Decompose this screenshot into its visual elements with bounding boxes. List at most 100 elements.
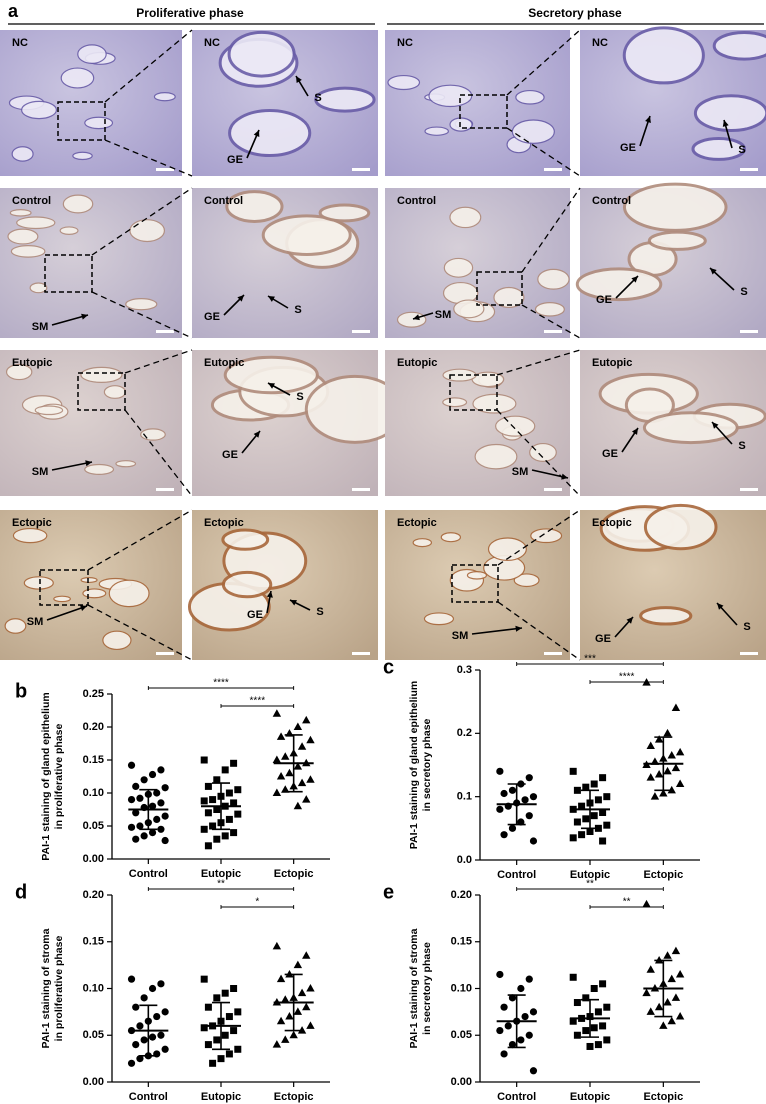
gland-lumen bbox=[53, 595, 71, 603]
point bbox=[136, 822, 144, 830]
annotation: SM bbox=[452, 630, 469, 642]
zoom-box bbox=[476, 271, 523, 306]
y-tick-label: 0.2 bbox=[457, 727, 472, 739]
x-tick-label: Eutopic bbox=[570, 869, 610, 881]
x-tick-label: Eutopic bbox=[201, 1091, 241, 1103]
gland-lumen bbox=[84, 463, 115, 475]
gland-lumen bbox=[60, 67, 95, 89]
point bbox=[157, 825, 165, 833]
annotation: GE bbox=[222, 449, 238, 461]
phase-title: Secretory phase bbox=[528, 6, 622, 20]
y-tick-label: 0.20 bbox=[83, 721, 104, 733]
point bbox=[594, 1008, 602, 1016]
point bbox=[646, 1007, 655, 1015]
gland-lumen bbox=[691, 137, 746, 161]
scale-bar bbox=[156, 488, 174, 491]
point bbox=[599, 980, 607, 988]
annotation: SM bbox=[32, 321, 49, 333]
point bbox=[221, 989, 229, 997]
point bbox=[306, 984, 315, 992]
point bbox=[586, 828, 594, 835]
point bbox=[234, 810, 242, 818]
annotation: S bbox=[738, 440, 745, 452]
point bbox=[234, 1008, 242, 1016]
point bbox=[153, 789, 161, 797]
arrow-head bbox=[631, 428, 638, 435]
significance-label: *** bbox=[584, 654, 596, 665]
point bbox=[586, 1042, 594, 1050]
gland-lumen bbox=[487, 537, 527, 561]
x-tick-label: Ectopic bbox=[643, 869, 683, 881]
gland-lumen bbox=[712, 30, 766, 61]
y-tick-label: 0.10 bbox=[451, 982, 472, 994]
gland-lumen bbox=[12, 527, 48, 544]
point bbox=[659, 1021, 668, 1029]
row-label: Ectopic bbox=[12, 517, 52, 529]
point bbox=[594, 1041, 602, 1049]
row-label: Control bbox=[12, 195, 51, 207]
gland-lumen bbox=[643, 503, 718, 551]
point bbox=[525, 774, 533, 782]
point bbox=[302, 951, 311, 959]
gland-lumen bbox=[472, 393, 517, 414]
arrow bbox=[471, 627, 523, 635]
gland-lumen bbox=[466, 571, 488, 580]
point bbox=[569, 1017, 577, 1025]
x-tick-label: Control bbox=[497, 869, 536, 881]
gland-lumen bbox=[622, 182, 728, 232]
annotation: S bbox=[743, 621, 750, 633]
arrow-head bbox=[268, 383, 275, 389]
point bbox=[272, 755, 282, 763]
point bbox=[599, 1022, 607, 1030]
scale-bar bbox=[740, 330, 758, 333]
gland-lumen bbox=[82, 588, 107, 599]
scale-bar bbox=[156, 330, 174, 333]
point bbox=[671, 703, 681, 711]
annotation: S bbox=[296, 391, 303, 403]
point bbox=[525, 1031, 533, 1039]
point bbox=[663, 951, 672, 959]
point bbox=[508, 994, 517, 1002]
point bbox=[293, 960, 303, 969]
point bbox=[293, 722, 303, 730]
point bbox=[136, 794, 144, 802]
point bbox=[675, 1012, 685, 1020]
point bbox=[603, 821, 611, 829]
zoom-box bbox=[449, 374, 498, 411]
gland-lumen bbox=[440, 532, 462, 543]
point bbox=[573, 1031, 581, 1039]
point bbox=[521, 1012, 529, 1021]
gland-lumen bbox=[21, 100, 58, 120]
micrograph bbox=[385, 350, 570, 496]
row-label: Control bbox=[592, 195, 631, 207]
gland-lumen bbox=[423, 612, 455, 626]
significance-label: ** bbox=[586, 879, 594, 890]
gland-lumen bbox=[7, 228, 39, 245]
scale-bar bbox=[544, 168, 562, 171]
point bbox=[153, 815, 161, 824]
y-axis-label: in secretory phase bbox=[421, 718, 433, 811]
arrow-head bbox=[712, 422, 719, 429]
point bbox=[667, 1016, 676, 1025]
row-label: Control bbox=[204, 195, 243, 207]
y-tick-label: 0.20 bbox=[83, 889, 104, 901]
point bbox=[234, 786, 242, 794]
gland-lumen bbox=[5, 363, 33, 381]
gland-lumen bbox=[115, 460, 137, 468]
row-label: Eutopic bbox=[397, 357, 437, 369]
zoom-line bbox=[497, 601, 581, 661]
y-axis-label: PAI-1 staining of gland epithelium bbox=[408, 681, 420, 849]
point bbox=[671, 946, 681, 955]
y-tick-label: 0.05 bbox=[83, 820, 104, 832]
point bbox=[285, 1012, 294, 1020]
point bbox=[675, 779, 685, 787]
gland-lumen bbox=[84, 116, 114, 130]
point bbox=[646, 773, 655, 781]
point bbox=[654, 770, 664, 778]
row-label: Ectopic bbox=[397, 517, 437, 529]
row-label: NC bbox=[397, 37, 413, 49]
zoom-line bbox=[87, 509, 193, 571]
point bbox=[213, 994, 221, 1002]
point bbox=[230, 1027, 238, 1035]
gland-lumen bbox=[537, 268, 570, 290]
